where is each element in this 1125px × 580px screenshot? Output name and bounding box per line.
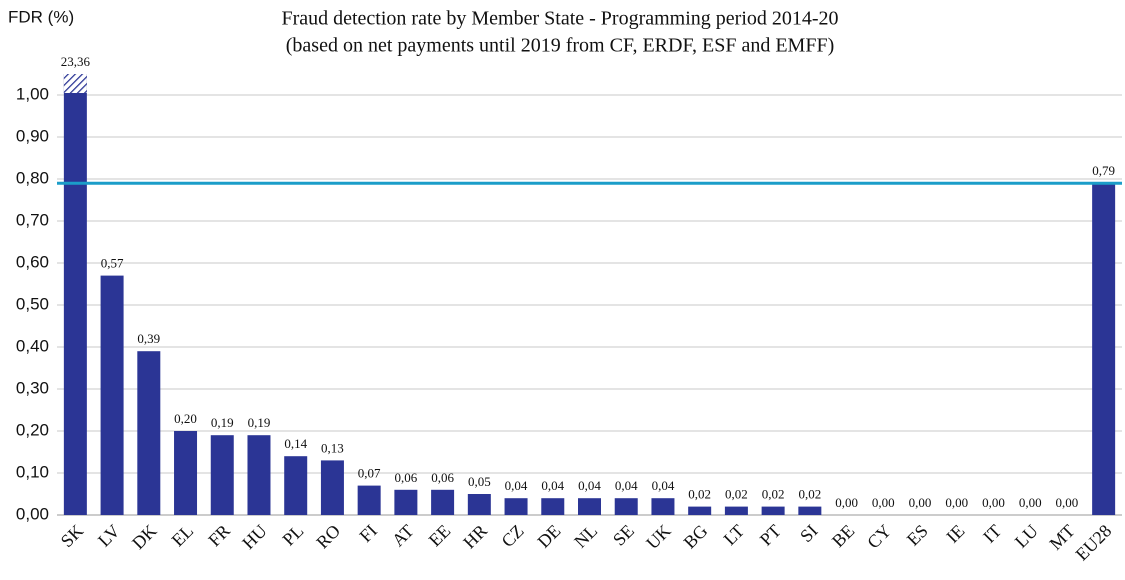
value-label: 0,00 xyxy=(982,495,1005,510)
bar xyxy=(651,498,675,515)
x-tick-label: FI xyxy=(355,521,380,546)
value-label: 0,00 xyxy=(909,495,932,510)
y-tick-label: 0,70 xyxy=(16,210,49,229)
value-label: 0,02 xyxy=(798,487,821,502)
bar xyxy=(431,489,455,515)
bar xyxy=(210,435,234,515)
y-tick-label: 0,50 xyxy=(16,294,49,313)
x-tick-label: IT xyxy=(979,521,1005,547)
y-tick-label: 0,20 xyxy=(16,420,49,439)
bar xyxy=(688,506,712,515)
y-tick-label: 0,30 xyxy=(16,378,49,397)
value-label: 0,00 xyxy=(872,495,895,510)
value-label: 0,04 xyxy=(541,478,564,493)
y-tick-label: 0,00 xyxy=(16,504,49,523)
value-label: 0,00 xyxy=(945,495,968,510)
y-tick-label: 0,40 xyxy=(16,336,49,355)
y-tick-label: 1,00 xyxy=(16,84,49,103)
x-tick-label: IE xyxy=(942,521,968,547)
x-tick-label: CZ xyxy=(497,521,527,551)
x-tick-label: SI xyxy=(796,521,821,546)
value-label: 0,39 xyxy=(137,331,160,346)
value-label: 0,14 xyxy=(284,436,307,451)
x-tick-label: SE xyxy=(609,521,638,550)
x-tick-label: AT xyxy=(388,521,418,551)
bar xyxy=(798,506,822,515)
value-label: 0,20 xyxy=(174,411,197,426)
bar xyxy=(100,275,124,515)
x-tick-label: LU xyxy=(1011,521,1042,552)
chart-subtitle: (based on net payments until 2019 from C… xyxy=(286,35,834,57)
value-label: 0,04 xyxy=(505,478,528,493)
y-tick-label: 0,80 xyxy=(16,168,49,187)
value-label: 0,04 xyxy=(652,478,675,493)
value-label: 0,00 xyxy=(835,495,858,510)
value-label: 0,05 xyxy=(468,474,491,489)
y-tick-label: 0,90 xyxy=(16,126,49,145)
x-tick-label: LT xyxy=(720,521,749,550)
x-tick-label: DK xyxy=(128,521,161,554)
x-tick-label: HU xyxy=(238,521,271,554)
bar xyxy=(247,435,271,515)
bar-break-hatch xyxy=(63,74,87,93)
bar xyxy=(614,498,638,515)
x-tick-label: NL xyxy=(570,521,601,552)
bar xyxy=(284,456,308,515)
x-tick-label: BG xyxy=(680,521,712,553)
bar xyxy=(578,498,601,515)
value-label: 0,02 xyxy=(762,487,785,502)
x-tick-label: SK xyxy=(57,521,87,551)
bar xyxy=(541,498,565,515)
x-tick-label: EL xyxy=(168,521,198,551)
x-tick-label: ES xyxy=(903,521,932,550)
x-tick-label: EE xyxy=(425,521,455,551)
bar xyxy=(320,460,344,515)
x-tick-label: LV xyxy=(94,521,124,551)
x-tick-label: EU28 xyxy=(1072,521,1116,565)
value-label: 0,07 xyxy=(358,466,381,481)
bar xyxy=(467,494,491,515)
y-tick-label: 0,10 xyxy=(16,462,49,481)
value-label: 23,36 xyxy=(61,54,91,69)
x-tick-label: PT xyxy=(756,521,785,550)
y-axis-label: FDR (%) xyxy=(8,7,74,26)
x-tick-label: CY xyxy=(863,521,895,553)
x-tick-label: FR xyxy=(204,521,234,551)
bar xyxy=(174,431,198,515)
value-label: 0,13 xyxy=(321,440,344,455)
x-tick-label: PL xyxy=(278,521,307,550)
bar xyxy=(394,489,418,515)
x-tick-label: HR xyxy=(459,521,491,553)
bar xyxy=(1092,183,1116,515)
bars xyxy=(63,74,1116,515)
value-label: 0,02 xyxy=(725,487,748,502)
x-tick-label: BE xyxy=(828,521,858,551)
value-label: 0,06 xyxy=(395,470,418,485)
bar xyxy=(357,485,381,515)
value-label: 0,00 xyxy=(1056,495,1079,510)
value-label: 0,04 xyxy=(615,478,638,493)
value-label: 0,06 xyxy=(431,470,454,485)
bar xyxy=(137,351,161,515)
value-label: 0,04 xyxy=(578,478,601,493)
x-tick-label: UK xyxy=(642,521,675,554)
value-label: 0,02 xyxy=(688,487,711,502)
chart-title: Fraud detection rate by Member State - P… xyxy=(281,8,838,30)
value-label: 0,19 xyxy=(211,415,234,430)
value-label: 0,79 xyxy=(1092,163,1115,178)
x-tick-label: DE xyxy=(533,521,564,552)
value-label: 0,00 xyxy=(1019,495,1042,510)
x-tick-label: RO xyxy=(312,521,344,553)
y-tick-label: 0,60 xyxy=(16,252,49,271)
value-label: 0,57 xyxy=(101,256,124,271)
bar xyxy=(504,498,528,515)
value-label: 0,19 xyxy=(248,415,271,430)
bar xyxy=(724,506,748,515)
bar xyxy=(761,506,785,515)
